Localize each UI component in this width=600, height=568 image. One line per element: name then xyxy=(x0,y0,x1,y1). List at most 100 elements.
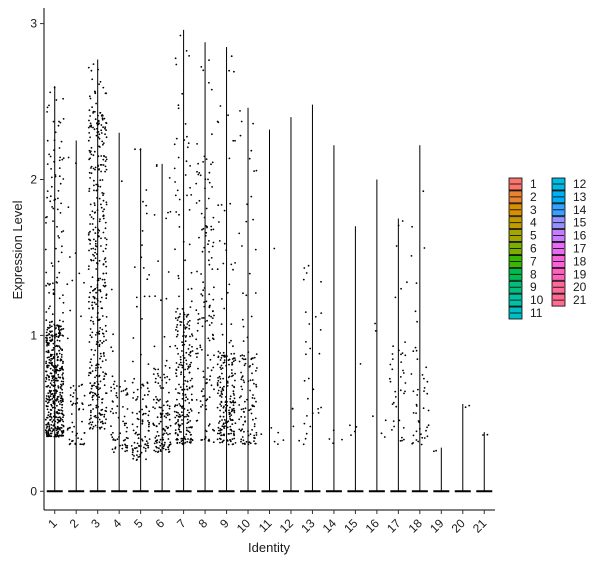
data-point xyxy=(201,317,204,319)
data-point xyxy=(183,388,186,391)
data-point xyxy=(158,422,161,425)
data-point xyxy=(208,251,211,253)
data-point xyxy=(411,225,413,228)
data-point xyxy=(98,145,100,148)
data-point xyxy=(307,377,310,380)
data-point xyxy=(88,238,90,241)
data-point xyxy=(46,416,49,419)
data-point xyxy=(233,352,236,355)
data-point xyxy=(191,333,193,336)
data-point xyxy=(219,105,222,107)
data-point xyxy=(60,380,63,383)
data-point xyxy=(136,458,138,461)
data-point xyxy=(309,347,312,350)
data-point xyxy=(188,319,191,322)
data-point xyxy=(219,359,222,361)
data-point xyxy=(196,347,199,350)
data-point xyxy=(134,447,137,450)
data-point xyxy=(208,396,211,398)
data-point xyxy=(136,450,139,453)
data-point xyxy=(221,354,223,357)
data-point xyxy=(45,319,48,322)
data-point xyxy=(125,422,128,425)
data-point xyxy=(49,429,52,432)
data-point xyxy=(230,353,233,355)
data-point xyxy=(60,412,63,415)
data-point xyxy=(102,164,105,166)
data-point xyxy=(155,401,158,404)
data-point xyxy=(222,262,225,265)
data-point xyxy=(88,171,91,174)
data-point xyxy=(167,211,169,214)
data-point xyxy=(92,394,95,397)
data-point xyxy=(56,359,59,362)
data-point xyxy=(92,259,95,262)
data-point xyxy=(50,185,53,188)
data-point xyxy=(100,355,102,358)
data-point xyxy=(398,349,400,352)
data-point xyxy=(103,335,105,338)
x-tick-label: 15 xyxy=(341,516,361,536)
data-point xyxy=(56,404,58,407)
data-point xyxy=(54,325,56,327)
data-point xyxy=(207,178,209,181)
data-point xyxy=(163,335,166,338)
data-point xyxy=(160,406,162,409)
data-point xyxy=(90,69,93,72)
data-point xyxy=(427,409,430,412)
data-point xyxy=(227,114,230,117)
data-point xyxy=(221,441,224,444)
data-point xyxy=(50,325,53,328)
data-point xyxy=(81,403,84,405)
data-point xyxy=(230,323,233,325)
data-point xyxy=(90,258,92,261)
data-point xyxy=(240,438,243,441)
data-point xyxy=(93,392,96,395)
data-point xyxy=(47,421,50,424)
data-point xyxy=(212,428,214,431)
data-point xyxy=(184,441,187,444)
data-point xyxy=(48,435,50,437)
data-point xyxy=(60,367,62,370)
data-point xyxy=(173,143,176,146)
data-point xyxy=(159,420,162,423)
data-point xyxy=(220,390,223,393)
data-point xyxy=(242,325,245,328)
data-point xyxy=(89,328,92,330)
data-point xyxy=(52,120,55,123)
data-point xyxy=(222,411,225,414)
data-point xyxy=(317,408,319,410)
data-point xyxy=(219,409,222,412)
data-point xyxy=(105,156,107,159)
legend-item: 2 xyxy=(508,190,537,204)
data-point xyxy=(144,447,147,450)
data-point xyxy=(136,433,139,436)
data-point xyxy=(178,426,181,428)
data-point xyxy=(174,181,177,183)
data-point xyxy=(97,363,100,366)
data-point xyxy=(62,157,65,160)
data-point xyxy=(200,273,203,275)
data-point xyxy=(92,408,94,410)
data-point xyxy=(48,321,51,324)
data-point xyxy=(328,438,331,440)
data-point xyxy=(53,389,55,392)
data-point xyxy=(188,431,191,434)
data-point xyxy=(138,455,141,458)
data-point xyxy=(319,329,322,331)
data-point xyxy=(97,388,100,391)
data-point xyxy=(189,186,192,189)
data-point xyxy=(49,353,52,356)
data-point xyxy=(54,131,57,134)
data-point xyxy=(119,432,122,435)
data-point xyxy=(105,243,108,246)
data-point xyxy=(90,409,92,412)
data-point xyxy=(250,149,253,152)
data-point xyxy=(89,230,91,233)
data-point xyxy=(53,425,55,427)
data-point xyxy=(100,296,103,299)
data-point xyxy=(153,367,155,370)
data-point xyxy=(154,407,156,410)
data-point xyxy=(182,394,185,397)
data-point xyxy=(102,210,104,213)
